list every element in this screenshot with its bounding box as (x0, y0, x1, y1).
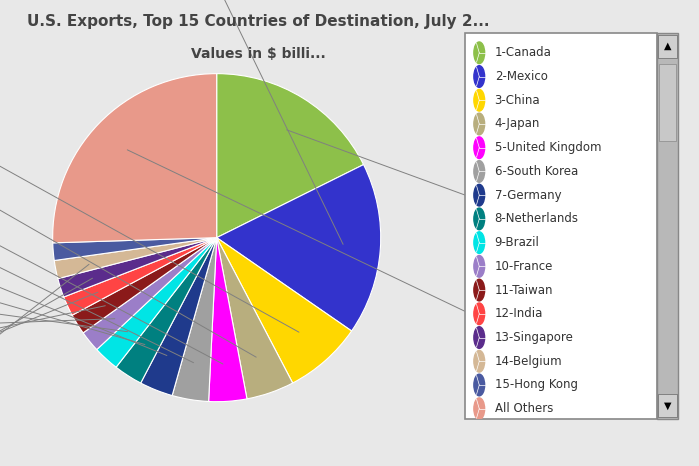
Circle shape (474, 113, 484, 135)
Text: 14-Belgium, $2.4: 14-Belgium, $2.4 (0, 264, 89, 410)
Wedge shape (217, 164, 381, 331)
Circle shape (474, 255, 484, 277)
Wedge shape (217, 74, 363, 238)
Circle shape (474, 208, 484, 230)
Text: Values in $ billi...: Values in $ billi... (192, 47, 326, 61)
Text: 13-Singapore: 13-Singapore (495, 331, 573, 344)
Wedge shape (64, 238, 217, 315)
Text: -All Others, $34.1: -All Others, $34.1 (127, 150, 563, 341)
Text: 10-France, $2.8: 10-France, $2.8 (0, 319, 115, 331)
Text: All Others: All Others (495, 402, 553, 415)
Circle shape (474, 89, 484, 111)
Text: 3-China, $10.3: 3-China, $10.3 (0, 115, 299, 332)
Circle shape (474, 350, 484, 372)
Text: 8-Netherlands: 8-Netherlands (495, 212, 579, 226)
Text: 10-France: 10-France (495, 260, 553, 273)
Text: 4-Japan, $6.3: 4-Japan, $6.3 (0, 159, 256, 357)
Text: 5-United Kingd...: 5-United Kingd... (0, 193, 223, 364)
Text: 7-Germany: 7-Germany (495, 189, 561, 202)
Text: 3-China: 3-China (495, 94, 540, 107)
Wedge shape (217, 238, 352, 383)
Wedge shape (217, 238, 293, 399)
FancyBboxPatch shape (658, 34, 677, 58)
Wedge shape (208, 238, 247, 402)
Circle shape (474, 232, 484, 254)
Text: 6-South Korea: 6-South Korea (495, 165, 578, 178)
Text: 6-South Korea...: 6-South Korea... (0, 219, 194, 363)
FancyBboxPatch shape (657, 33, 678, 419)
Circle shape (474, 42, 484, 64)
Text: 11-Taiwan: 11-Taiwan (495, 284, 553, 296)
Text: 11-Taiwan, $2.7: 11-Taiwan, $2.7 (0, 306, 106, 351)
Text: 12-India, $2.6: 12-India, $2.6 (0, 292, 98, 370)
FancyBboxPatch shape (659, 63, 676, 141)
FancyBboxPatch shape (465, 33, 657, 419)
Circle shape (474, 185, 484, 206)
Circle shape (474, 374, 484, 396)
Text: U.S. Exports, Top 15 Countries of Destination, July 2...: U.S. Exports, Top 15 Countries of Destin… (27, 14, 490, 29)
Text: 8-Netherlands,...: 8-Netherlands,... (0, 272, 145, 344)
Circle shape (474, 398, 484, 419)
Wedge shape (172, 238, 217, 402)
FancyBboxPatch shape (658, 394, 677, 418)
Text: 2-Mexico: 2-Mexico (495, 70, 547, 83)
Circle shape (474, 303, 484, 325)
Text: 13-Singapore, $2.5: 13-Singapore, $2.5 (0, 278, 92, 391)
Text: 12-India: 12-India (495, 307, 543, 320)
Circle shape (474, 327, 484, 349)
Wedge shape (58, 238, 217, 297)
Wedge shape (52, 74, 217, 243)
Text: 9-Brazil, $3.4: 9-Brazil, $3.4 (0, 298, 128, 332)
Text: ▲: ▲ (664, 41, 671, 51)
Wedge shape (52, 238, 217, 260)
Text: 5-United Kingdom: 5-United Kingdom (495, 141, 601, 154)
Circle shape (474, 66, 484, 87)
Text: 7-Germany, $4.4: 7-Germany, $4.4 (0, 246, 167, 356)
Text: 4-Japan: 4-Japan (495, 117, 540, 130)
Wedge shape (116, 238, 217, 383)
Text: 9-Brazil: 9-Brazil (495, 236, 540, 249)
Circle shape (474, 137, 484, 158)
Text: 15-Hong Kong: 15-Hong Kong (495, 378, 577, 391)
Text: ▼: ▼ (664, 401, 671, 411)
Circle shape (474, 279, 484, 301)
Circle shape (474, 161, 484, 182)
Text: 14-Belgium: 14-Belgium (495, 355, 562, 368)
Wedge shape (83, 238, 217, 350)
Text: 1-Canada: 1-Canada (495, 46, 552, 59)
Wedge shape (140, 238, 217, 396)
Text: 2-Mexico, $22.7: 2-Mexico, $22.7 (175, 0, 343, 244)
Wedge shape (72, 238, 217, 333)
Text: 1-Canada, $23.6: 1-Canada, $23.6 (287, 130, 558, 218)
Wedge shape (55, 238, 217, 279)
Wedge shape (96, 238, 217, 367)
